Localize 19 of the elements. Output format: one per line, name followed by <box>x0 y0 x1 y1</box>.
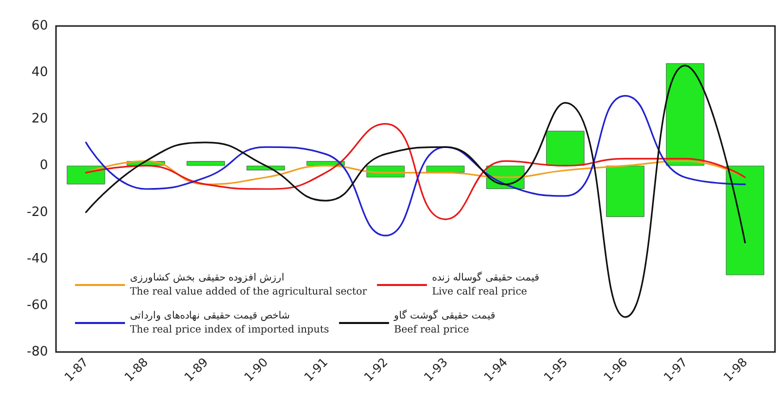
line-series <box>85 95 746 236</box>
bar <box>666 63 704 166</box>
y-tick-label: -20 <box>26 204 48 220</box>
bar <box>546 130 584 166</box>
y-tick-label: 60 <box>31 18 48 34</box>
y-tick-label: -40 <box>26 251 48 266</box>
bar <box>426 166 465 173</box>
y-tick-label: 40 <box>31 65 48 80</box>
bar <box>726 166 764 276</box>
line-series <box>85 123 746 220</box>
bar <box>246 166 285 170</box>
y-tick-label: -80 <box>26 344 48 360</box>
bar <box>186 161 225 166</box>
bar <box>66 166 106 184</box>
bar <box>606 166 644 217</box>
y-tick-label: -60 <box>26 298 48 313</box>
y-tick-label: 0 <box>40 158 48 174</box>
y-tick-label: 20 <box>31 112 48 127</box>
line-series <box>85 160 746 186</box>
